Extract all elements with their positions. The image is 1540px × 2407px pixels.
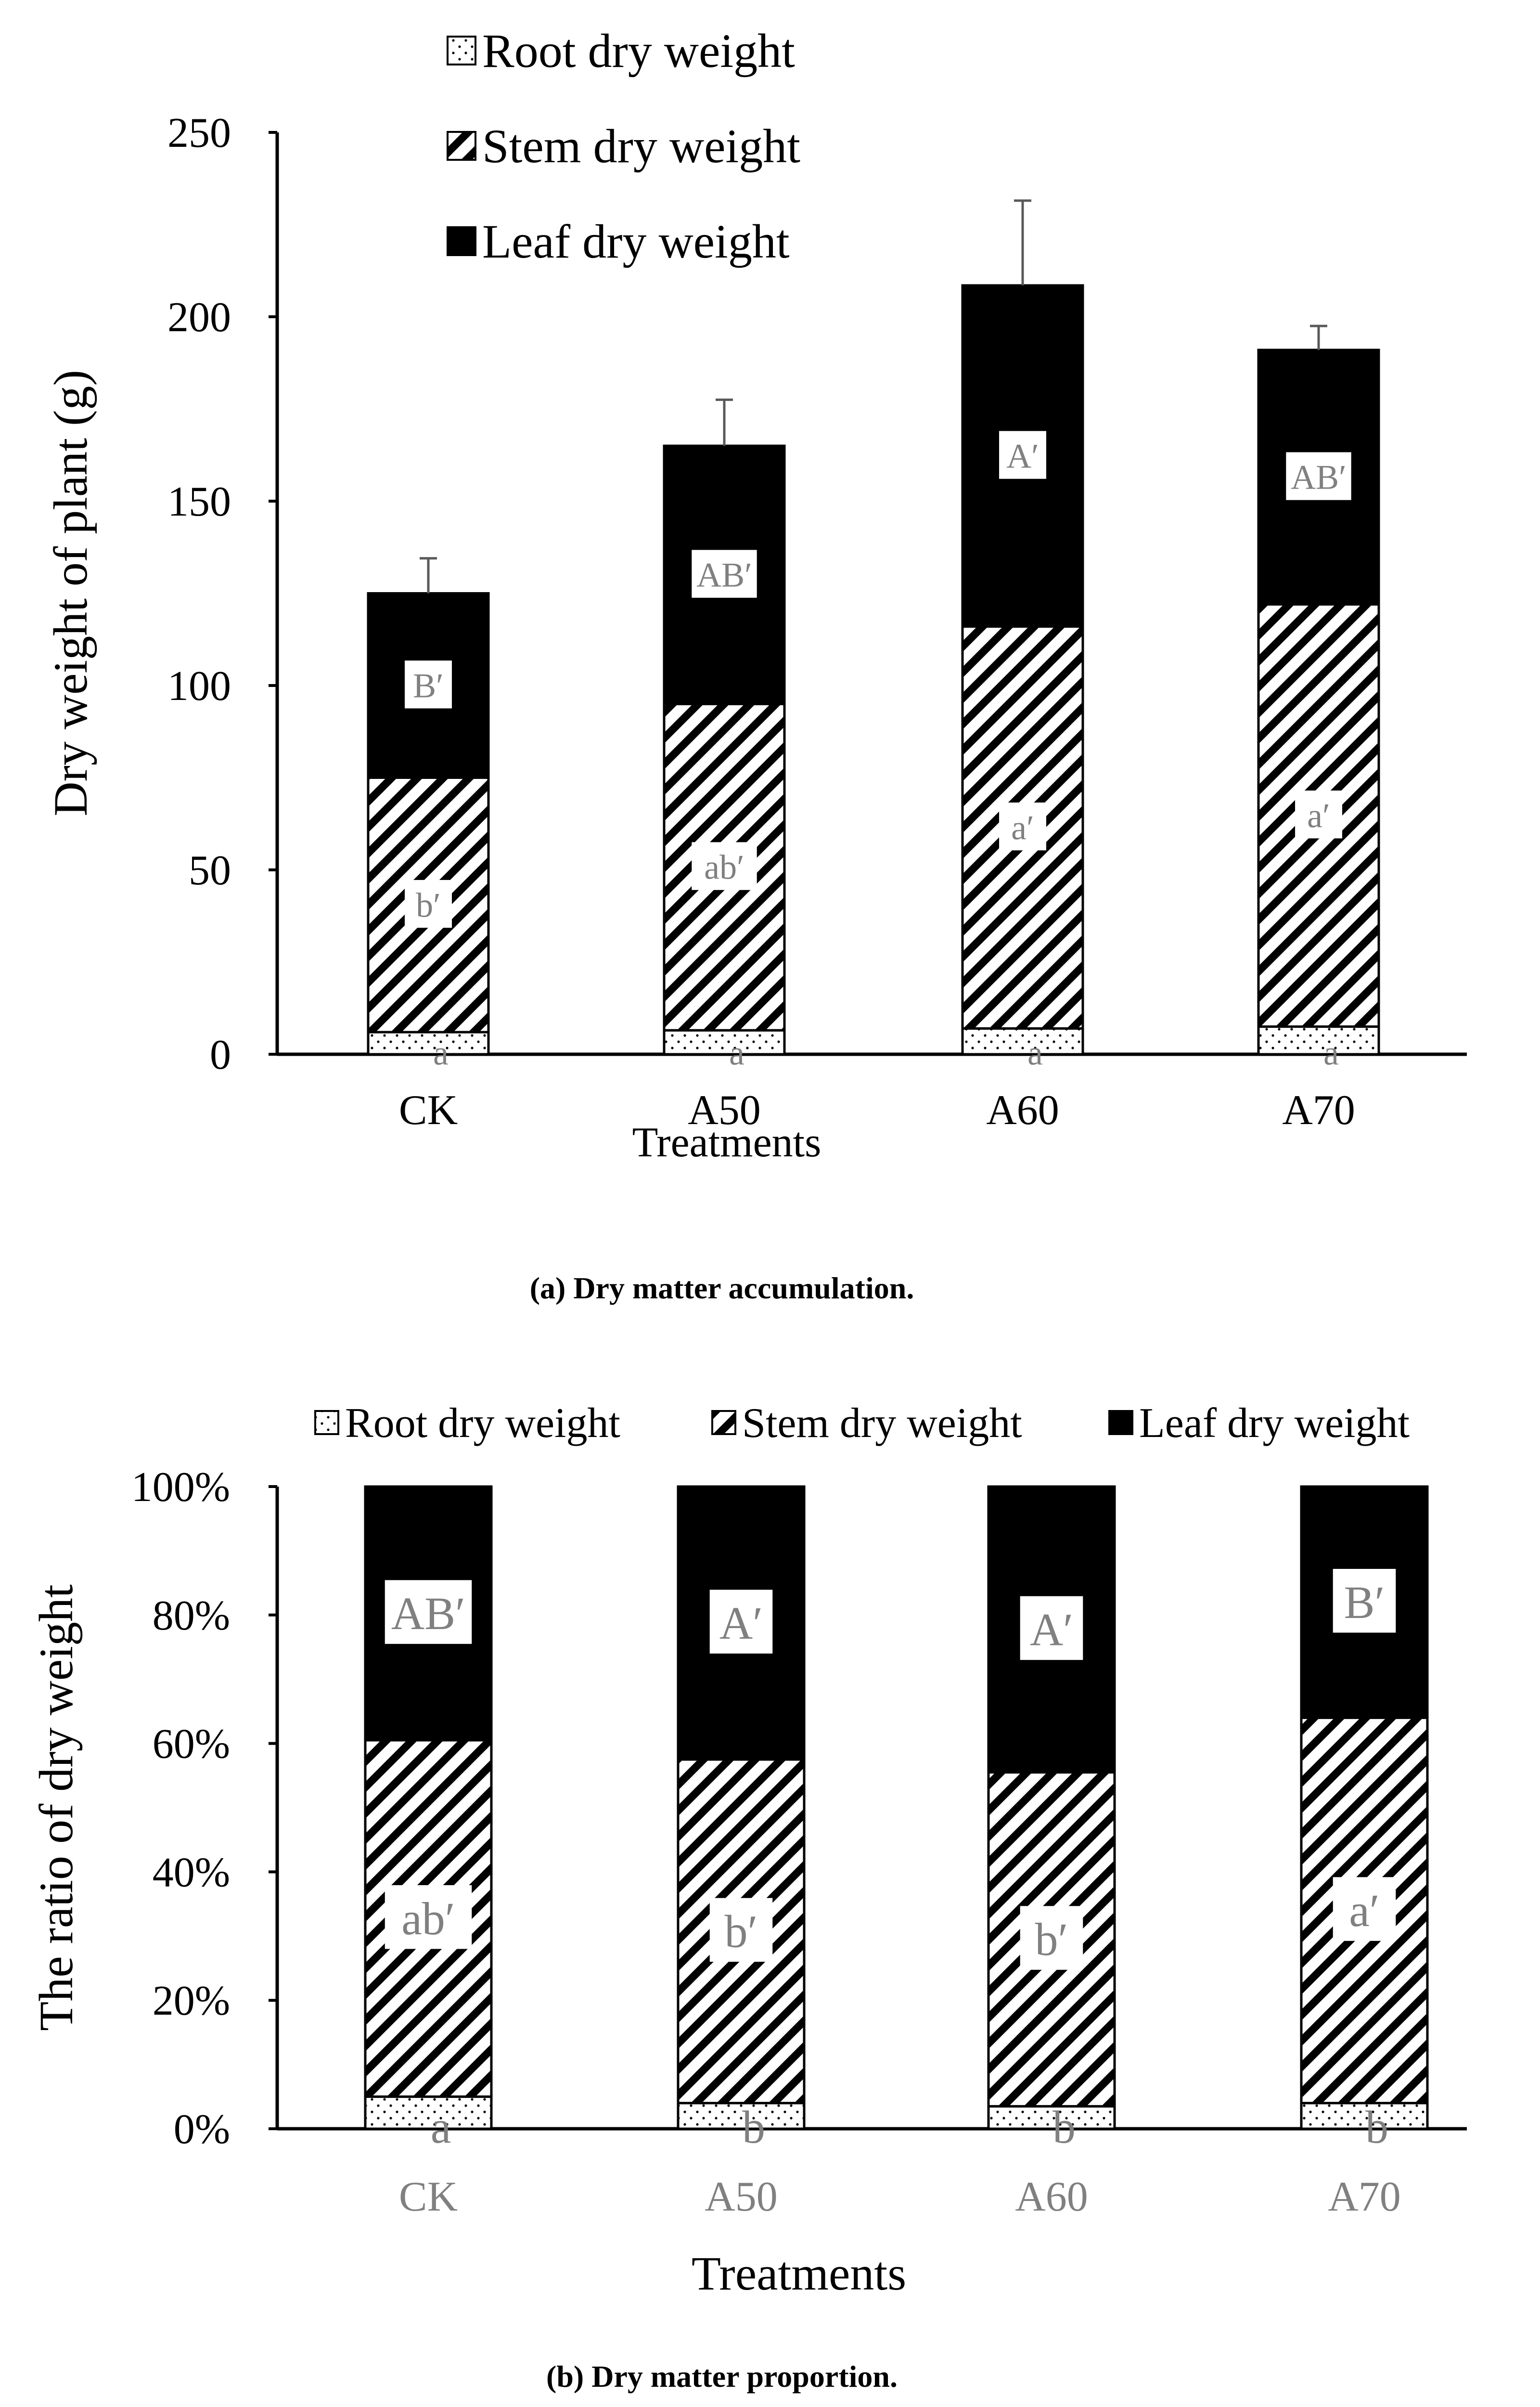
panel-a-x-ticks: CK A50 A60 A70: [399, 1087, 1355, 1134]
panel-b-legend: Root dry weight Stem dry weight Leaf dry w…: [314, 1400, 1410, 1447]
panel-b-x-tick-label-a70: A70: [1328, 2174, 1401, 2220]
panel-a-letter-box-ck-leaf-dry-weight: [405, 660, 452, 709]
panel-a-letter-box-a60-leaf-dry-weight: [999, 431, 1046, 479]
panel-a-letter-a50-stem-dry-weight: ab′: [704, 848, 744, 887]
panel-a-letter-ck-root-dry-weight: a: [433, 1034, 449, 1073]
panel-a-legend-label-stem-dry-weight: Stem dry weight: [482, 119, 800, 173]
panel-b-legend-label-root-dry-weight: Root dry weight: [345, 1400, 620, 1447]
panel-b-letter-a50-stem-dry-weight: b′: [725, 1905, 758, 1957]
panel-b-bar-a50-root-dry-weight: [677, 2102, 806, 2130]
panel-b-letter-a60-leaf-dry-weight: A′: [1030, 1604, 1073, 1655]
panel-b-letter-box-a50-stem-dry-weight: [709, 1898, 773, 1962]
panel-b-letter-ck-stem-dry-weight: ab′: [401, 1893, 455, 1944]
panel-b-x-ticks: CK A50 A60 A70: [399, 2174, 1401, 2220]
panel-b-letter-a70-stem-dry-weight: a′: [1349, 1885, 1380, 1936]
panel-b-letter-a70-leaf-dry-weight: B′: [1344, 1577, 1385, 1628]
panel-a-x-tick-label-a70: A70: [1282, 1087, 1355, 1134]
panel-b-x-tick-label-a50: A50: [705, 2174, 778, 2220]
panel-b-letter-box-a60-stem-dry-weight: [1020, 1906, 1083, 1970]
panel-b-letter-a50-leaf-dry-weight: A′: [719, 1597, 763, 1649]
panel-b-letter-box-a70-leaf-dry-weight: [1333, 1569, 1396, 1633]
panel-a-letter-box-a50-leaf-dry-weight: [692, 550, 757, 598]
panel-b-y-tick-label: 80%: [153, 1592, 230, 1639]
panel-b-y-tick-label: 40%: [153, 1849, 230, 1896]
panel-b-y-ticks: 0% 20% 40% 60% 80% 100%: [131, 1464, 277, 2153]
panel-b-bar-a60-stem-dry-weight: [987, 1771, 1116, 2108]
panel-b-bars: a ab′ AB′ b b′ A′ b b′ A′ b a′ B′: [364, 1485, 1429, 2153]
panel-b-y-tick-label: 100%: [131, 1464, 230, 1511]
panel-a-bar-a50-root-dry-weight: [663, 1029, 786, 1056]
panel-a-x-tick-label-a60: A60: [986, 1087, 1059, 1134]
panel-b-legend-label-leaf-dry-weight: Leaf dry weight: [1139, 1400, 1410, 1447]
panel-a-x-tick-label-ck: CK: [399, 1087, 458, 1134]
panel-b-letter-box-a50-leaf-dry-weight: [709, 1590, 773, 1654]
panel-b-bar-a60-root-dry-weight: [987, 2105, 1116, 2130]
panel-a-letter-a70-stem-dry-weight: a′: [1307, 796, 1330, 835]
panel-a-letter-box-ck-stem-dry-weight: [405, 880, 452, 928]
panel-a-y-tick-label: 50: [189, 847, 231, 894]
panel-a-legend-label-leaf-dry-weight: Leaf dry weight: [482, 215, 790, 268]
panel-a-legend-swatch-leaf-dry-weight: [447, 226, 476, 256]
panel-a-letter-box-a50-stem-dry-weight: [692, 842, 757, 890]
panel-a-y-tick-label: 100: [167, 663, 231, 710]
panel-b-letter-box-ck-stem-dry-weight: [385, 1885, 472, 1949]
panel-a-x-tick-label-a50: A50: [688, 1087, 761, 1134]
panel-b-letter-ck-leaf-dry-weight: AB′: [391, 1588, 465, 1639]
panel-b-legend-swatch-root-dry-weight: [314, 1410, 339, 1435]
panel-a-letter-a70-root-dry-weight: a: [1323, 1034, 1339, 1073]
panel-a-letter-a60-stem-dry-weight: a′: [1011, 808, 1034, 847]
panel-a-letter-a50-leaf-dry-weight: AB′: [696, 556, 752, 595]
panel-b-letter-a50-root-dry-weight: b: [742, 2101, 765, 2153]
panel-b-letter-a60-root-dry-weight: b: [1052, 2101, 1076, 2153]
panel-a-y-axis-title: Dry weight of plant (g): [44, 370, 97, 816]
panel-b-x-tick-label-a60: A60: [1015, 2174, 1088, 2220]
panel-a-y-ticks: 0 50 100 150 200 250: [167, 110, 277, 1078]
panel-a-legend-swatch-stem-dry-weight: [447, 131, 476, 161]
panel-a-legend: Root dry weight Stem dry weight Leaf dry w…: [447, 24, 800, 268]
panel-a-caption: (a) Dry matter accumulation.: [530, 1271, 914, 1305]
panel-a-letter-box-a60-stem-dry-weight: [999, 802, 1046, 851]
panel-a-x-axis-title: Treatments: [632, 1119, 821, 1166]
panel-b-legend-label-stem-dry-weight: Stem dry weight: [742, 1400, 1022, 1447]
panel-a-letter-a60-root-dry-weight: a: [1027, 1034, 1043, 1073]
panel-a-legend-swatch-root-dry-weight: [447, 36, 476, 65]
panel-b-bar-ck-root-dry-weight: [364, 2095, 493, 2130]
panel-b-letter-box-a70-stem-dry-weight: [1333, 1877, 1396, 1941]
panel-a-y-tick-label: 200: [167, 294, 231, 341]
panel-b-bar-a70-root-dry-weight: [1300, 2102, 1429, 2130]
panel-b-caption: (b) Dry matter proportion.: [546, 2359, 898, 2394]
panel-a-letter-ck-stem-dry-weight: b′: [416, 886, 441, 924]
panel-b-chart: Root dry weight Stem dry weight Leaf dry w…: [29, 1400, 1467, 2394]
panel-a-bars: ab′B′aab′AB′aa′A′aa′AB′: [367, 199, 1380, 1073]
panel-b-x-axis-title: Treatments: [692, 2247, 906, 2300]
panel-b-letter-box-a60-leaf-dry-weight: [1020, 1596, 1083, 1660]
panel-b-letter-box-ck-leaf-dry-weight: [385, 1580, 472, 1644]
panel-b-x-tick-label-ck: CK: [399, 2174, 458, 2220]
panel-a-letter-a70-leaf-dry-weight: AB′: [1291, 458, 1347, 497]
panel-b-legend-swatch-stem-dry-weight: [711, 1410, 736, 1435]
panel-a-y-tick-label: 150: [167, 479, 231, 525]
panel-a-y-tick-label: 250: [167, 110, 231, 156]
panel-a-bar-a70-root-dry-weight: [1257, 1025, 1380, 1056]
panel-a-bar-ck-root-dry-weight: [367, 1031, 490, 1056]
panel-b-y-tick-label: 60%: [153, 1721, 230, 1768]
panel-b-y-tick-label: 20%: [153, 1978, 230, 2024]
panel-b-letter-a60-stem-dry-weight: b′: [1035, 1914, 1068, 1965]
panel-a-letter-a50-root-dry-weight: a: [729, 1034, 744, 1073]
panel-a-chart: Root dry weight Stem dry weight Leaf dry w…: [44, 24, 1467, 1305]
panel-a-letter-ck-leaf-dry-weight: B′: [413, 666, 444, 705]
panel-a-letter-box-a70-stem-dry-weight: [1295, 790, 1342, 839]
panel-a-letter-a60-leaf-dry-weight: A′: [1006, 437, 1039, 476]
panel-a-legend-label-root-dry-weight: Root dry weight: [482, 24, 795, 78]
panel-b-y-axis-title: The ratio of dry weight: [29, 1584, 83, 2031]
panel-b-y-tick-label: 0%: [174, 2106, 230, 2153]
panel-b-letter-ck-root-dry-weight: a: [431, 2101, 451, 2153]
panel-a-bar-a60-root-dry-weight: [961, 1027, 1084, 1056]
panel-a-y-tick-label: 0: [210, 1032, 231, 1078]
panel-a-letter-box-a70-leaf-dry-weight: [1286, 452, 1351, 500]
panel-b-letter-a70-root-dry-weight: b: [1365, 2101, 1388, 2153]
panel-b-legend-swatch-leaf-dry-weight: [1108, 1410, 1133, 1435]
